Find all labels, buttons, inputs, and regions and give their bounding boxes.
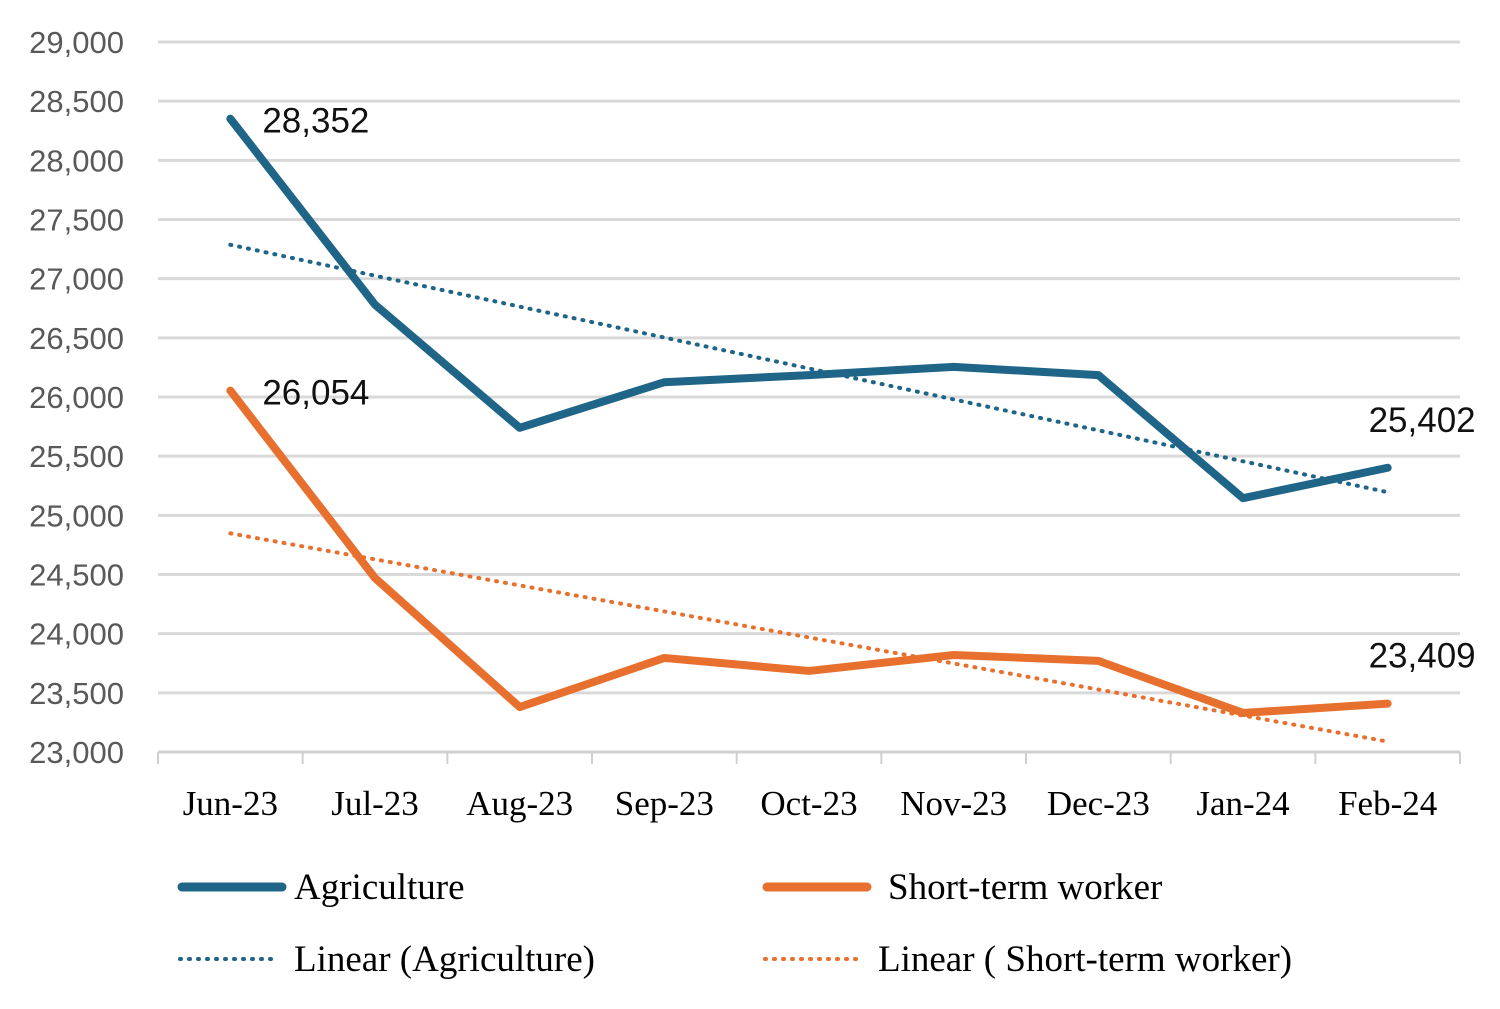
- legend: Agriculture Short-term worker Linear (Ag…: [177, 867, 1292, 980]
- x-tick-label: Jan-24: [1196, 784, 1289, 823]
- y-tick-label: 24,000: [29, 617, 124, 652]
- y-tick-label: 23,500: [29, 676, 124, 711]
- data-label: 25,402: [1369, 401, 1476, 440]
- x-tick-label: Jul-23: [331, 784, 419, 823]
- legend-item-agriculture: Agriculture: [177, 867, 465, 908]
- x-tick-label: Dec-23: [1047, 784, 1150, 823]
- x-tick-label: Nov-23: [900, 784, 1007, 823]
- y-tick-label: 27,500: [29, 203, 124, 238]
- legend-label-linear-agriculture: Linear (Agriculture): [294, 939, 595, 980]
- y-tick-label: 27,000: [29, 262, 124, 297]
- legend-item-linear-short-term-worker: Linear ( Short-term worker): [763, 939, 1292, 980]
- data-label: 26,054: [262, 374, 369, 413]
- y-tick-label: 26,500: [29, 321, 124, 356]
- trendline-agriculture: [228, 242, 1390, 495]
- legend-item-short-term-worker: Short-term worker: [762, 867, 1162, 908]
- series-line-short-term-worker: [226, 386, 1392, 717]
- data-labels: 28,352 25,402 26,054 23,409: [262, 102, 1475, 676]
- x-axis: Jun-23 Jul-23 Aug-23 Sep-23 Oct-23 Nov-23 Dec-…: [157, 750, 1461, 823]
- y-axis-ticks: 23,000 23,500 24,000 24,500 25,000 25,500 26,0…: [29, 25, 124, 770]
- legend-label-short-term-worker: Short-term worker: [888, 867, 1162, 908]
- y-tick-label: 25,000: [29, 498, 124, 533]
- legend-label-linear-short-term-worker: Linear ( Short-term worker): [878, 939, 1292, 980]
- x-tick-label: Jun-23: [183, 784, 278, 823]
- y-tick-label: 23,000: [29, 735, 124, 770]
- y-tick-label: 26,000: [29, 380, 124, 415]
- trendlines: [228, 242, 1390, 744]
- legend-label-agriculture: Agriculture: [294, 867, 465, 908]
- y-tick-label: 25,500: [29, 439, 124, 474]
- y-tick-label: 28,500: [29, 84, 124, 119]
- x-tick-label: Aug-23: [466, 784, 573, 823]
- legend-item-linear-agriculture: Linear (Agriculture): [178, 939, 595, 980]
- y-tick-label: 28,000: [29, 143, 124, 178]
- series-line-agriculture: [226, 114, 1392, 503]
- data-label: 23,409: [1369, 637, 1476, 676]
- y-tick-label: 24,500: [29, 558, 124, 593]
- series-lines: [226, 114, 1392, 717]
- trendline-short-term-worker: [228, 531, 1390, 744]
- y-tick-label: 29,000: [29, 25, 124, 60]
- x-tick-label: Sep-23: [615, 784, 714, 823]
- x-tick-label: Feb-24: [1338, 784, 1437, 823]
- data-label: 28,352: [262, 102, 369, 141]
- x-tick-label: Oct-23: [760, 784, 857, 823]
